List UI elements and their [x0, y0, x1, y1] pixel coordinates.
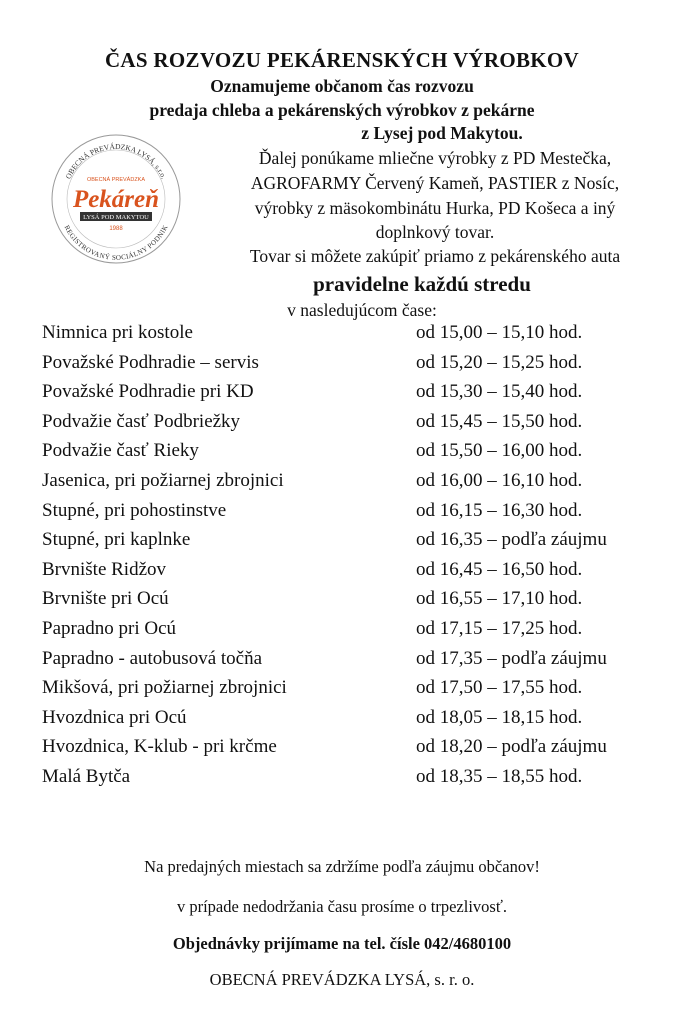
schedule-row: Mikšová, pri požiarnej zbrojnici od 17,50…	[42, 677, 682, 705]
schedule-row: Brvnište pri Ocú od 16,55 – 17,10 hod.	[42, 588, 682, 616]
stop-place: Papradno - autobusová točňa	[42, 647, 263, 669]
schedule-intro: v nasledujúcom čase:	[287, 300, 437, 320]
svg-text:OBECNÁ PREVÁDZKA: OBECNÁ PREVÁDZKA	[87, 176, 145, 183]
info-line: Ďalej ponúkame mliečne výrobky z PD Mest…	[258, 148, 612, 168]
subtitle-line: predaja chleba a pekárenských výrobkov z…	[149, 100, 535, 120]
stop-place: Nimnica pri kostole	[42, 322, 193, 343]
stop-time: od 15,20 – 15,25 hod.	[416, 351, 583, 373]
info-line: Tovar si môžete zakúpiť priamo z pekáren…	[249, 246, 621, 266]
stop-time: od 17,15 – 17,25 hod.	[416, 618, 583, 639]
stop-time: od 15,00 – 15,10 hod.	[416, 322, 583, 343]
stop-time: od 16,00 – 16,10 hod.	[416, 470, 583, 491]
stop-time: od 17,35 – podľa záujmu	[416, 647, 607, 669]
stop-place: Podvažie časť Rieky	[42, 440, 199, 462]
schedule-row: Považské Podhradie – servis od 15,20 – 15…	[42, 352, 682, 380]
stop-place: Hvozdnica pri Ocú	[42, 706, 187, 728]
svg-text:1988: 1988	[109, 226, 123, 232]
schedule-row: Hvozdnica pri Ocú od 18,05 – 18,15 hod.	[42, 707, 682, 735]
footer-phone: Objednávky prijímame na tel. čísle 042/4…	[172, 934, 512, 953]
footer-company: OBECNÁ PREVÁDZKA LYSÁ, s. r. o.	[209, 970, 475, 989]
stop-place: Brvnište pri Ocú	[42, 588, 169, 610]
subtitle-line: z Lysej pod Makytou.	[361, 123, 523, 143]
stop-place: Papradno pri Ocú	[42, 618, 177, 639]
schedule-row: Papradno pri Ocú od 17,15 – 17,25 hod.	[42, 618, 682, 646]
schedule-row: Stupné, pri kaplnke od 16,35 – podľa záuj…	[42, 529, 682, 557]
schedule-row: Jasenica, pri požiarnej zbrojnici od 16,0…	[42, 470, 682, 498]
pekaren-logo: OBECNÁ PREVÁDZKA LYSÁ, s.r.o. REGISTROVA…	[51, 134, 181, 264]
stop-place: Mikšová, pri požiarnej zbrojnici	[42, 677, 287, 699]
stop-place: Považské Podhradie pri KD	[42, 381, 254, 403]
footer-line: Na predajných miestach sa zdržíme podľa …	[144, 857, 540, 876]
stop-time: od 16,15 – 16,30 hod.	[416, 499, 583, 521]
schedule-row: Hvozdnica, K-klub - pri krčme od 18,20 – …	[42, 736, 682, 764]
stop-time: od 15,30 – 15,40 hod.	[416, 381, 583, 403]
stop-place: Hvozdnica, K-klub - pri krčme	[42, 736, 277, 758]
schedule-row: Malá Bytča od 18,35 – 18,55 hod.	[42, 766, 682, 794]
stop-time: od 16,45 – 16,50 hod.	[416, 558, 583, 580]
stop-time: od 15,50 – 16,00 hod.	[416, 440, 583, 462]
stop-place: Malá Bytča	[42, 766, 131, 787]
schedule-row: Nimnica pri kostole od 15,00 – 15,10 hod.	[42, 322, 682, 350]
stop-place: Stupné, pri pohostinstve	[42, 499, 227, 521]
schedule-row: Podvažie časť Podbriežky od 15,45 – 15,50…	[42, 411, 682, 439]
page-title: ČAS ROZVOZU PEKÁRENSKÝCH VÝROBKOV	[104, 48, 580, 72]
stop-place: Jasenica, pri požiarnej zbrojnici	[42, 470, 284, 491]
stop-place: Považské Podhradie – servis	[42, 351, 259, 373]
schedule-row: Podvažie časť Rieky od 15,50 – 16,00 hod.	[42, 440, 682, 468]
subtitle-line: Oznamujeme občanom čas rozvozu	[210, 76, 474, 96]
svg-text:LYSÁ POD MAKYTOU: LYSÁ POD MAKYTOU	[83, 213, 149, 221]
stop-time: od 18,35 – 18,55 hod.	[416, 766, 583, 787]
stop-time: od 17,50 – 17,55 hod.	[416, 677, 583, 699]
schedule-row: Brvnište Ridžov od 16,45 – 16,50 hod.	[42, 559, 682, 587]
info-line: AGROFARMY Červený Kameň, PASTIER z Nosíc…	[250, 173, 620, 193]
stop-place: Podvažie časť Podbriežky	[42, 410, 241, 432]
stop-time: od 18,20 – podľa záujmu	[416, 736, 607, 758]
schedule-row: Papradno - autobusová točňa od 17,35 – po…	[42, 648, 682, 676]
schedule-row: Stupné, pri pohostinstve od 16,15 – 16,30…	[42, 500, 682, 528]
svg-text:Pekáreň: Pekáreň	[72, 186, 159, 213]
stop-time: od 16,35 – podľa záujmu	[416, 529, 607, 551]
footer-line: v prípade nedodržania času prosíme o trp…	[176, 897, 508, 916]
highlight-day: pravidelne každú stredu	[313, 272, 531, 296]
stop-time: od 15,45 – 15,50 hod.	[416, 410, 583, 432]
stop-place: Brvnište Ridžov	[42, 558, 167, 580]
stop-place: Stupné, pri kaplnke	[42, 529, 191, 551]
stop-time: od 16,55 – 17,10 hod.	[416, 588, 583, 610]
info-line: doplnkový tovar.	[375, 222, 495, 242]
schedule-row: Považské Podhradie pri KD od 15,30 – 15,4…	[42, 381, 682, 409]
info-line: výrobky z mäsokombinátu Hurka, PD Košeca…	[254, 198, 616, 218]
stop-time: od 18,05 – 18,15 hod.	[416, 706, 583, 728]
